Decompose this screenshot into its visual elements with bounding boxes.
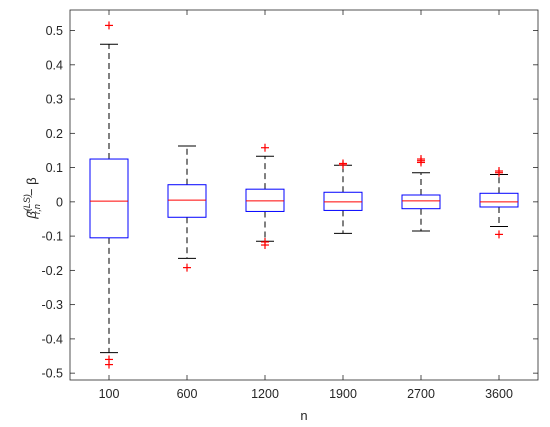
y-tick-label: 0.5 [46, 24, 63, 38]
y-tick-label: -0.1 [41, 230, 63, 244]
y-tick-label: 0.4 [46, 58, 63, 72]
x-tick-label: 600 [177, 387, 198, 401]
y-axis-label: β̂(LS)r,n − β [22, 177, 42, 219]
box-3600 [479, 167, 519, 239]
box-1900 [323, 159, 363, 234]
y-tick-label: -0.3 [41, 298, 63, 312]
y-tick-label: 0.1 [46, 161, 63, 175]
y-label-tail: − β [24, 177, 39, 196]
iqr-box [479, 192, 519, 208]
outlier-marker [183, 263, 191, 272]
box-1200 [245, 143, 285, 250]
y-tick-label: -0.5 [41, 367, 63, 381]
x-tick-label: 1200 [251, 387, 279, 401]
y-label-base: β̂ [24, 208, 39, 219]
y-tick-label: -0.4 [41, 332, 63, 346]
y-label-sub: r,n [32, 204, 42, 214]
iqr-box [323, 191, 363, 211]
box-group [89, 21, 519, 369]
box-2700 [401, 155, 441, 232]
y-tick-label: 0.3 [46, 93, 63, 107]
outlier-marker [105, 21, 113, 30]
outlier-marker [339, 160, 347, 169]
x-tick-label: 3600 [485, 387, 513, 401]
outlier-marker [105, 360, 113, 369]
box-600 [167, 145, 207, 272]
x-axis: 100 600 1200 1900 2700 3600 [99, 10, 513, 401]
iqr-box [401, 194, 441, 210]
outlier-marker [417, 158, 425, 167]
outlier-marker [495, 230, 503, 239]
iqr-box [245, 188, 285, 212]
outlier-marker [261, 241, 269, 250]
outlier-marker [261, 143, 269, 152]
x-axis-label: n [300, 408, 307, 423]
iqr-box [89, 158, 129, 239]
iqr-box [167, 184, 207, 218]
y-axis: -0.5 -0.4 -0.3 -0.2 -0.1 0 0.1 0.2 0.3 0.4 0.5 [41, 24, 538, 381]
outlier-marker [495, 168, 503, 177]
y-tick-label: 0 [56, 195, 63, 209]
box-100 [89, 21, 129, 369]
y-label-super: (LS) [22, 194, 32, 211]
y-tick-label: 0.2 [46, 127, 63, 141]
x-tick-label: 1900 [329, 387, 357, 401]
y-tick-label: -0.2 [41, 264, 63, 278]
plot-area [69, 9, 539, 381]
x-tick-label: 2700 [407, 387, 435, 401]
x-tick-label: 100 [99, 387, 120, 401]
